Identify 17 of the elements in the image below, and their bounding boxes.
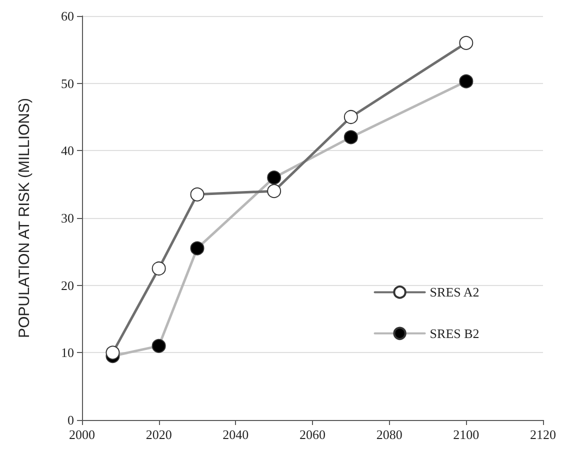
x-tick-label: 2040 — [222, 427, 249, 442]
x-tick-label: 2060 — [300, 427, 326, 442]
y-tick-label: 0 — [68, 412, 74, 428]
y-tick-label: 40 — [61, 143, 74, 158]
y-axis-title: POPULATION AT RISK (MILLIONS) — [16, 98, 33, 338]
x-tick-label: 2120 — [530, 427, 556, 442]
y-tick-label: 20 — [61, 278, 74, 293]
y-tick-label: 30 — [61, 210, 74, 226]
y-tick-label: 10 — [61, 345, 74, 360]
legend-label: SRES B2 — [430, 326, 480, 341]
y-tick-label: 60 — [61, 8, 74, 24]
x-tick-label: 2080 — [376, 427, 402, 442]
x-tick-label: 2000 — [69, 427, 95, 442]
x-tick-label: 2100 — [453, 427, 480, 442]
x-tick-label: 2020 — [146, 427, 172, 442]
y-tick-label: 50 — [61, 76, 74, 91]
legend-label: SRES A2 — [430, 284, 480, 300]
